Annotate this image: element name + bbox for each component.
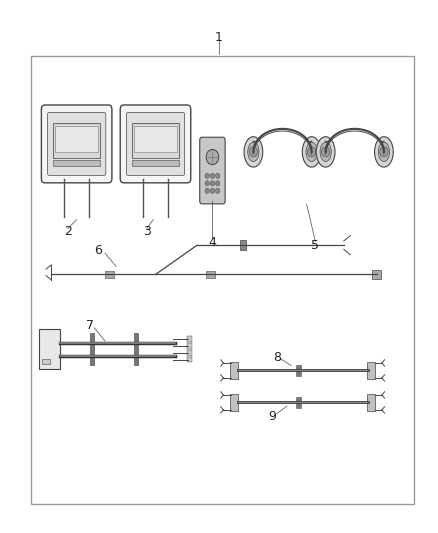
FancyBboxPatch shape: [41, 105, 112, 183]
Text: 2: 2: [64, 225, 72, 238]
Bar: [105, 271, 114, 278]
Bar: [230, 362, 238, 379]
Circle shape: [215, 181, 220, 186]
Text: 5: 5: [311, 239, 319, 252]
Bar: [187, 357, 192, 362]
Circle shape: [205, 181, 209, 186]
Circle shape: [210, 173, 215, 179]
Bar: [134, 126, 177, 152]
Text: 8: 8: [273, 351, 281, 364]
Ellipse shape: [248, 142, 259, 161]
Circle shape: [206, 149, 219, 165]
Bar: [132, 160, 179, 166]
Circle shape: [215, 188, 220, 193]
Ellipse shape: [244, 137, 263, 167]
Ellipse shape: [306, 142, 317, 161]
Ellipse shape: [374, 137, 393, 167]
Ellipse shape: [320, 142, 331, 161]
Ellipse shape: [378, 142, 389, 161]
Ellipse shape: [302, 137, 321, 167]
Bar: [240, 240, 246, 250]
FancyBboxPatch shape: [126, 112, 184, 175]
Bar: [55, 126, 98, 152]
Text: 9: 9: [268, 410, 276, 423]
Bar: [367, 394, 375, 411]
Circle shape: [205, 188, 209, 193]
Circle shape: [249, 147, 258, 157]
Circle shape: [215, 173, 220, 179]
Bar: [230, 394, 238, 411]
Bar: [42, 359, 50, 364]
Bar: [187, 350, 192, 356]
Bar: [367, 362, 375, 379]
Circle shape: [380, 147, 388, 157]
Text: 3: 3: [143, 225, 151, 238]
Bar: [53, 123, 100, 158]
Bar: [31, 56, 414, 504]
Circle shape: [307, 147, 316, 157]
Bar: [206, 271, 215, 278]
Circle shape: [210, 188, 215, 193]
FancyBboxPatch shape: [120, 105, 191, 183]
Text: 6: 6: [95, 244, 102, 257]
FancyBboxPatch shape: [200, 137, 225, 204]
Bar: [53, 160, 100, 166]
Bar: [39, 329, 60, 369]
Text: 7: 7: [86, 319, 94, 332]
Bar: [134, 333, 138, 365]
Circle shape: [321, 147, 330, 157]
FancyBboxPatch shape: [47, 112, 106, 175]
Ellipse shape: [316, 137, 335, 167]
Bar: [187, 343, 192, 349]
Circle shape: [210, 181, 215, 186]
Bar: [132, 123, 179, 158]
Bar: [296, 397, 301, 408]
Bar: [187, 336, 192, 342]
Bar: [372, 270, 381, 279]
Circle shape: [205, 173, 209, 179]
Bar: [296, 365, 301, 376]
Text: 4: 4: [208, 236, 216, 249]
Text: 1: 1: [215, 31, 223, 44]
Bar: [90, 333, 94, 365]
